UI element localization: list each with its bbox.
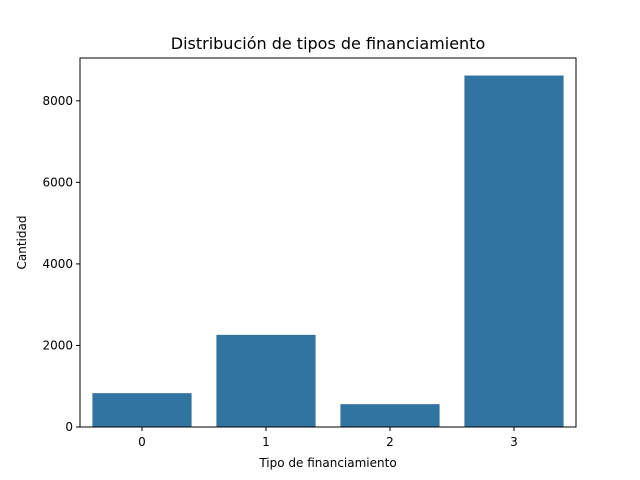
y-tick-label: 6000	[42, 175, 73, 189]
bar-2	[340, 404, 440, 427]
y-axis-label: Cantidad	[15, 216, 29, 270]
chart-title: Distribución de tipos de financiamiento	[171, 34, 486, 53]
y-tick-label: 2000	[42, 338, 73, 352]
x-tick-label: 3	[510, 435, 518, 449]
y-ticks-group: 0 2000 4000 6000 8000	[42, 94, 80, 434]
plot-frame	[79, 57, 577, 428]
x-axis-label: Tipo de financiamiento	[258, 456, 396, 470]
bar-0	[92, 393, 192, 427]
y-tick-label: 0	[65, 420, 73, 434]
bar-1	[216, 334, 316, 427]
x-tick-label: 2	[386, 435, 394, 449]
y-tick-label: 4000	[42, 257, 73, 271]
x-ticks-group: 0 1 2 3	[138, 427, 518, 449]
x-tick-label: 1	[262, 435, 270, 449]
bar-3	[464, 75, 564, 428]
bars-group	[92, 75, 564, 428]
x-tick-label: 0	[138, 435, 146, 449]
y-tick-label: 8000	[42, 94, 73, 108]
